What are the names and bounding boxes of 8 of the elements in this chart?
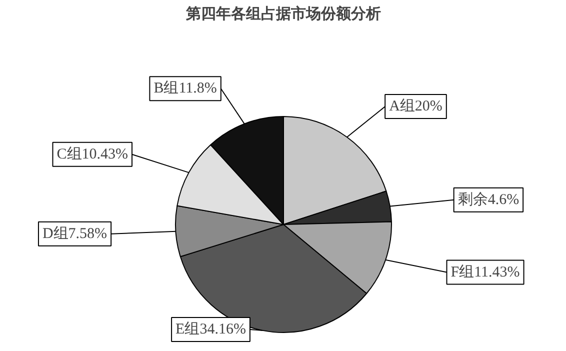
slice-label: 剩余4.6% [458,190,520,208]
chart-title: 第四年各组占据市场份额分析 [185,4,381,22]
slice-label: A组20% [389,98,442,115]
slice-label: D组7.58% [42,224,108,242]
slice-label: F组11.43% [450,263,520,280]
slice-label: E组34.16% [176,320,246,338]
slice-label: B组11.8% [154,80,217,97]
slice-label: C组10.43% [56,145,128,162]
